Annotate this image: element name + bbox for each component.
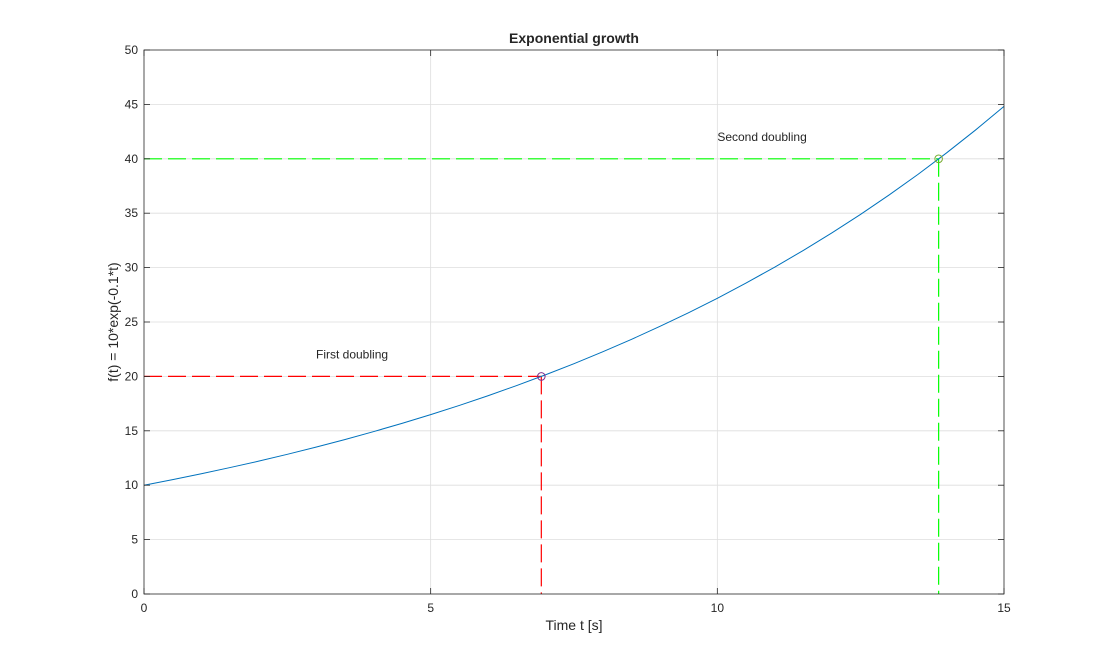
y-tick-label: 30 (125, 261, 139, 275)
y-tick-label: 10 (125, 478, 139, 492)
annotation-1: First doubling (316, 348, 388, 362)
series-layer (143, 105, 1005, 486)
y-tick-label: 40 (125, 152, 139, 166)
doubling-marker-2 (934, 154, 943, 164)
y-tick-label: 45 (125, 97, 139, 111)
y-axis-label: f(t) = 10*exp(-0.1*t) (105, 262, 121, 381)
reference-lines (144, 158, 940, 594)
annotations: First doubling Second doubling (316, 130, 807, 362)
x-tick-label: 0 (141, 601, 148, 615)
y-tick-label: 50 (125, 43, 139, 57)
grid-lines (144, 50, 1004, 594)
y-tick-label: 0 (131, 587, 138, 601)
x-tick-label: 15 (997, 601, 1011, 615)
y-tick-label: 35 (125, 206, 139, 220)
doubling-marker-1 (537, 372, 546, 381)
y-tick-label: 5 (131, 533, 138, 547)
x-tick-label: 10 (711, 601, 725, 615)
chart-title: Exponential growth (509, 30, 639, 46)
x-axis-label: Time t [s] (545, 617, 602, 633)
annotation-2: Second doubling (717, 130, 806, 144)
x-tick-label: 5 (427, 601, 434, 615)
series-line-1 (143, 105, 1005, 486)
y-tick-label: 25 (125, 315, 139, 329)
y-tick-label: 20 (125, 369, 139, 383)
axis-ticks: 0 5 10 15 0 5 10 15 20 25 30 35 40 45 50 (125, 43, 1011, 615)
y-tick-label: 15 (125, 424, 139, 438)
marker-layer (537, 154, 943, 381)
